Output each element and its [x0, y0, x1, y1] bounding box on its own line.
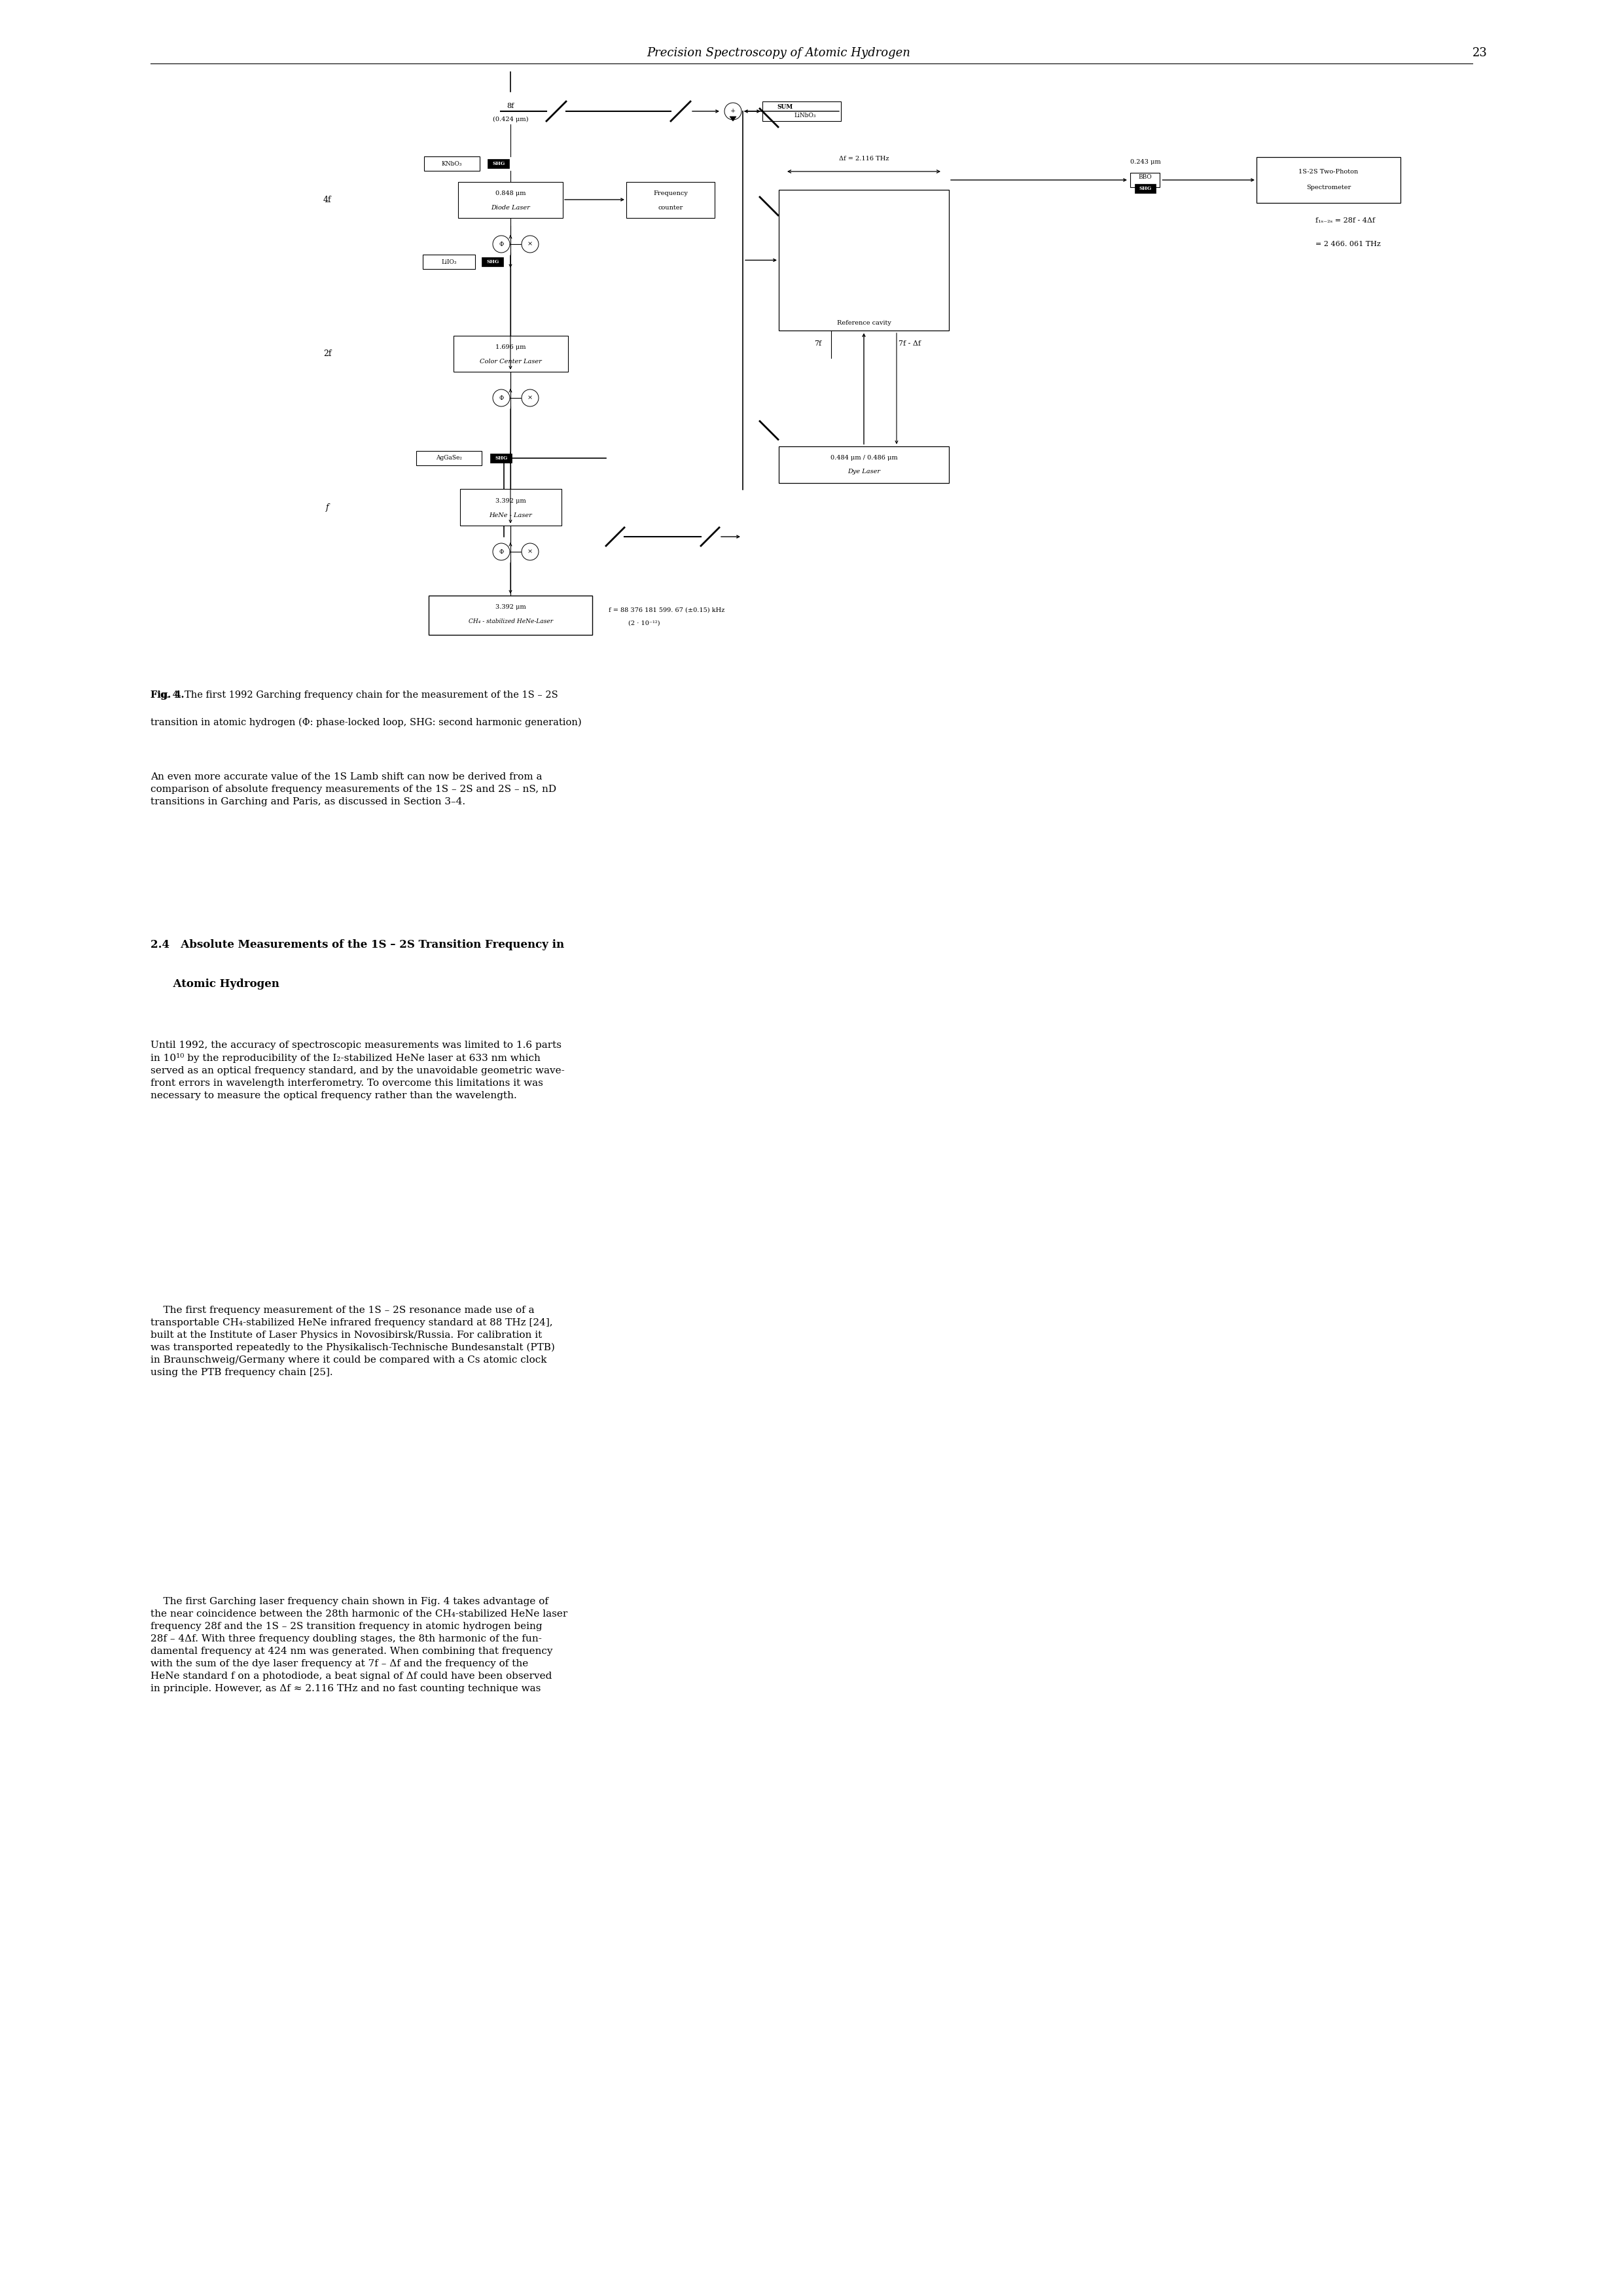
Text: Φ: Φ	[498, 549, 503, 556]
Text: Spectrometer: Spectrometer	[1307, 184, 1350, 191]
Text: 0.484 μm / 0.486 μm: 0.484 μm / 0.486 μm	[831, 455, 898, 461]
Text: (0.424 μm): (0.424 μm)	[493, 117, 529, 122]
Circle shape	[521, 544, 539, 560]
Text: Fig. 4. The first 1992 Garching frequency chain for the measurement of the 1S – : Fig. 4. The first 1992 Garching frequenc…	[151, 691, 558, 700]
Bar	[459, 489, 562, 526]
Bar	[453, 335, 568, 372]
Text: 23: 23	[1472, 48, 1487, 60]
Text: 0.848 μm: 0.848 μm	[495, 191, 526, 195]
Text: Δf = 2.116 THz: Δf = 2.116 THz	[839, 156, 889, 161]
Text: ×: ×	[527, 395, 532, 402]
Text: Dye Laser: Dye Laser	[847, 468, 880, 475]
Text: 0.243 μm: 0.243 μm	[1130, 158, 1160, 165]
Text: 1.696 μm: 1.696 μm	[495, 344, 526, 349]
Text: AgGaSe₂: AgGaSe₂	[437, 455, 463, 461]
Text: ×: ×	[527, 549, 532, 556]
Bar	[490, 455, 513, 464]
Bar	[779, 448, 949, 482]
Bar	[428, 595, 592, 636]
Text: (2 · 10⁻¹²): (2 · 10⁻¹²)	[628, 620, 661, 627]
Text: SHG: SHG	[487, 259, 500, 264]
Text: f = 88 376 181 599. 67 (±0.15) kHz: f = 88 376 181 599. 67 (±0.15) kHz	[609, 606, 725, 613]
Text: Until 1992, the accuracy of spectroscopic measurements was limited to 1.6 parts
: Until 1992, the accuracy of spectroscopi…	[151, 1040, 565, 1100]
Text: SHG: SHG	[492, 161, 505, 165]
Bar	[763, 101, 841, 122]
Bar	[422, 255, 476, 269]
Text: +: +	[730, 108, 735, 113]
Text: HeNe - Laser: HeNe - Laser	[489, 512, 532, 519]
Text: CH₄ - stabilized HeNe-Laser: CH₄ - stabilized HeNe-Laser	[469, 620, 553, 625]
Circle shape	[521, 236, 539, 253]
Bar	[458, 181, 563, 218]
Circle shape	[493, 236, 510, 253]
Text: Diode Laser: Diode Laser	[490, 204, 531, 211]
Text: An even more accurate value of the 1S Lamb shift can now be derived from a
compa: An even more accurate value of the 1S La…	[151, 771, 557, 806]
Text: SHG: SHG	[1139, 186, 1152, 191]
Bar	[626, 181, 716, 218]
Bar	[424, 156, 479, 170]
Text: 4f: 4f	[323, 195, 331, 204]
Text: Frequency: Frequency	[654, 191, 688, 195]
Text: 8f: 8f	[506, 103, 514, 110]
Text: Atomic Hydrogen: Atomic Hydrogen	[151, 978, 279, 990]
Text: SUM: SUM	[777, 103, 794, 110]
Text: The first Garching laser frequency chain shown in Fig. 4 takes advantage of
the : The first Garching laser frequency chain…	[151, 1598, 568, 1692]
Bar	[1131, 172, 1160, 188]
Text: The first frequency measurement of the 1S – 2S resonance made use of a
transport: The first frequency measurement of the 1…	[151, 1306, 555, 1378]
Text: Φ: Φ	[498, 241, 503, 248]
Text: ×: ×	[527, 241, 532, 248]
Text: Precision Spectroscopy of Atomic Hydrogen: Precision Spectroscopy of Atomic Hydroge…	[648, 48, 911, 60]
Circle shape	[493, 544, 510, 560]
Text: f: f	[326, 503, 329, 512]
Text: 7f - Δf: 7f - Δf	[899, 340, 920, 347]
Text: Reference cavity: Reference cavity	[837, 319, 891, 326]
Text: SHG: SHG	[495, 455, 508, 461]
Text: LiNbO₃: LiNbO₃	[794, 113, 816, 117]
Text: Fig. 4.: Fig. 4.	[151, 691, 185, 700]
Text: 2.4   Absolute Measurements of the 1S – 2S Transition Frequency in: 2.4 Absolute Measurements of the 1S – 2S…	[151, 939, 565, 951]
Bar	[482, 257, 503, 266]
Text: transition in atomic hydrogen (Φ: phase-locked loop, SHG: second harmonic genera: transition in atomic hydrogen (Φ: phase-…	[151, 719, 581, 728]
Text: f₁ₛ₋₂ₛ = 28f - 4Δf: f₁ₛ₋₂ₛ = 28f - 4Δf	[1315, 218, 1375, 223]
Text: LiIO₃: LiIO₃	[441, 259, 456, 264]
Text: 3.392 μm: 3.392 μm	[495, 604, 526, 611]
Circle shape	[724, 103, 742, 119]
Text: Color Center Laser: Color Center Laser	[479, 358, 542, 365]
Text: 1S-2S Two-Photon: 1S-2S Two-Photon	[1298, 168, 1358, 174]
Text: KNbO₃: KNbO₃	[441, 161, 463, 168]
Bar	[489, 158, 510, 168]
Bar	[779, 191, 949, 331]
Bar	[1256, 156, 1401, 202]
Bar	[1134, 184, 1156, 193]
Bar	[415, 450, 482, 466]
Text: BBO: BBO	[1138, 174, 1152, 179]
Circle shape	[521, 390, 539, 406]
Text: 3.392 μm: 3.392 μm	[495, 498, 526, 503]
Text: Φ: Φ	[498, 395, 503, 402]
Polygon shape	[730, 117, 737, 122]
Circle shape	[493, 390, 510, 406]
Text: counter: counter	[659, 204, 683, 211]
Text: = 2 466. 061 THz: = 2 466. 061 THz	[1315, 241, 1381, 248]
Text: 7f: 7f	[815, 340, 821, 347]
Text: 2f: 2f	[323, 349, 331, 358]
